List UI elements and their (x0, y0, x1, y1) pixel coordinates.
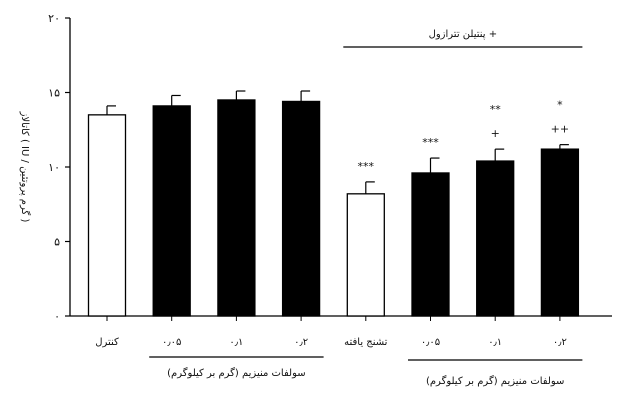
significance-marker: *** (358, 160, 375, 173)
category-label-7: ۰٫۱ (488, 337, 502, 348)
category-label-3: ۰٫۱ (229, 337, 243, 348)
bar-6 (411, 172, 450, 317)
bar-7 (476, 160, 515, 317)
group-label-2: سولفات منیزیم (گرم بر کیلوگرم) (426, 375, 564, 387)
significance-marker: ++ (551, 123, 569, 136)
bars (87, 90, 580, 317)
annotations: ********+*++سولفات منیزیم (گرم بر کیلوگر… (149, 29, 583, 387)
bar-4 (281, 100, 321, 317)
category-label-1: کنترل (95, 337, 119, 348)
y-tick-label: ۲۰ (48, 12, 60, 25)
bar-1 (87, 114, 127, 317)
category-label-6: ۰٫۰۵ (421, 337, 440, 348)
group-label-3: پنتیلن تترازول + (429, 29, 498, 40)
significance-marker: *** (422, 136, 439, 149)
significance-marker: * (557, 99, 563, 112)
y-tick-label: ۰ (54, 310, 60, 323)
significance-marker: ** (490, 103, 502, 116)
category-label-8: ۰٫۲ (553, 337, 567, 348)
significance-marker: + (491, 127, 500, 140)
bar-2 (152, 105, 191, 317)
bar-5 (346, 193, 385, 317)
axes (65, 17, 612, 321)
category-label-4: ۰٫۲ (294, 337, 308, 348)
y-axis-title: کاتالاز ( IU / گرم پروتئین ) (19, 111, 31, 223)
y-tick-label: ۱۰ (48, 161, 60, 174)
labels: ۰ ۵ ۱۰ ۱۵ ۲۰ کاتالاز ( IU / گرم پروتئین ) کنتر… (19, 12, 567, 348)
bar-3 (217, 99, 256, 317)
y-tick-label: ۵ (54, 236, 60, 249)
category-label-2: ۰٫۰۵ (162, 337, 181, 348)
group-label-1: سولفات منیزیم (گرم بر کیلوگرم) (167, 367, 305, 379)
bar-8 (540, 148, 580, 317)
category-label-5: تشنج یافته (344, 337, 388, 348)
y-tick-label: ۱۵ (48, 87, 60, 100)
